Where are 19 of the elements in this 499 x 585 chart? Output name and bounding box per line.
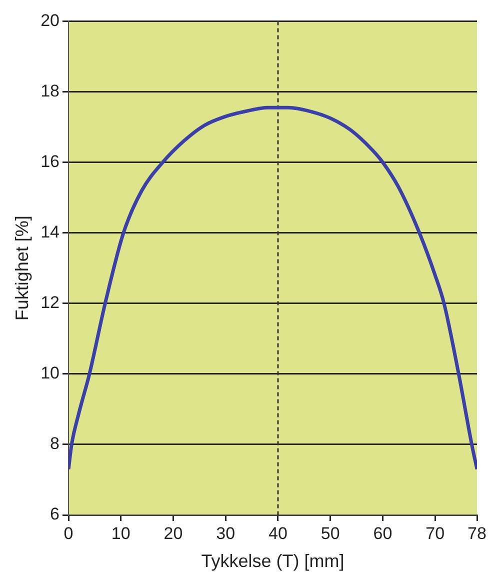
x-tick-label: 0 xyxy=(64,524,74,543)
y-tick-label: 6 xyxy=(50,504,60,524)
x-tick-label: 78 xyxy=(468,524,486,543)
y-tick-label: 14 xyxy=(40,222,60,242)
x-tick-label: 30 xyxy=(216,524,236,543)
y-tick-label: 16 xyxy=(40,152,60,171)
x-tick-label: 20 xyxy=(164,524,183,543)
x-tick-label: 10 xyxy=(111,524,130,543)
x-tick-label: 40 xyxy=(268,524,288,543)
y-tick-label: 20 xyxy=(40,10,60,30)
y-tick-label: 8 xyxy=(50,434,60,454)
x-tick-label: 60 xyxy=(373,524,392,543)
y-axis-title: Fuktighet [%] xyxy=(12,216,32,321)
y-tick-label: 10 xyxy=(40,364,60,383)
y-tick-label: 12 xyxy=(40,293,60,312)
x-tick-label: 50 xyxy=(320,524,340,543)
x-axis-title: Tykkelse (T) [mm] xyxy=(201,551,344,572)
y-tick-label: 18 xyxy=(40,81,60,100)
x-tick-label: 70 xyxy=(426,524,445,543)
